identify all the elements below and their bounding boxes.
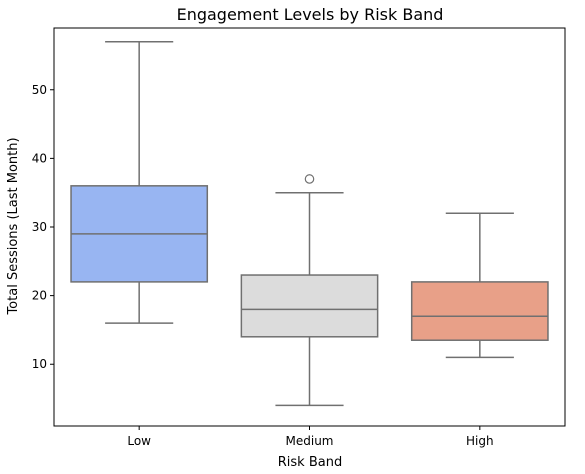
outlier-point: [304, 174, 315, 184]
y-tick-label: 30: [32, 220, 47, 234]
y-tick-label: 50: [32, 83, 47, 97]
y-axis-label: Total Sessions (Last Month): [6, 137, 21, 315]
y-tick-label: 40: [32, 151, 47, 165]
y-tick-label: 20: [32, 289, 47, 303]
box-medium: [240, 274, 379, 338]
x-tick-label: High: [466, 434, 494, 448]
plot-area: 10 20 30 40 50 Low Medium High: [32, 27, 566, 448]
x-tick-label: Low: [127, 434, 151, 448]
y-tick-label: 10: [32, 357, 47, 371]
box-high: [410, 281, 549, 341]
chart-title: Engagement Levels by Risk Band: [177, 5, 444, 24]
x-tick-label: Medium: [286, 434, 334, 448]
x-axis-label: Risk Band: [278, 455, 342, 470]
